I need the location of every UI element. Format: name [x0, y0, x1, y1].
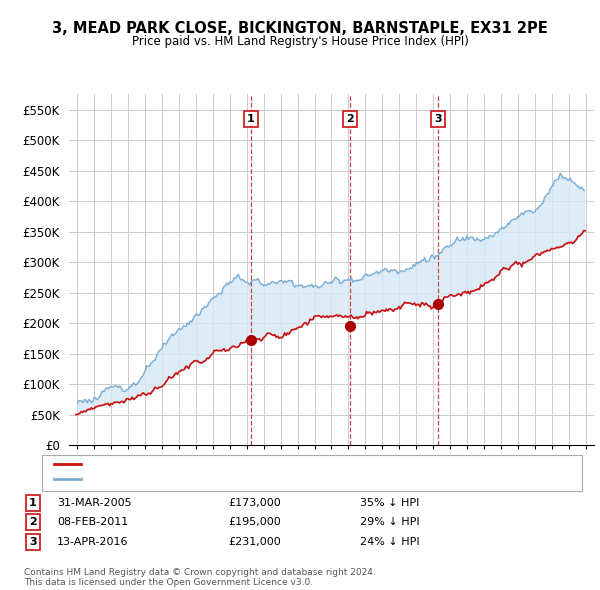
Text: £231,000: £231,000 [228, 537, 281, 546]
Text: 29% ↓ HPI: 29% ↓ HPI [360, 517, 419, 527]
Text: 24% ↓ HPI: 24% ↓ HPI [360, 537, 419, 546]
Text: 35% ↓ HPI: 35% ↓ HPI [360, 498, 419, 507]
Text: 08-FEB-2011: 08-FEB-2011 [57, 517, 128, 527]
Text: 1: 1 [247, 114, 255, 124]
Text: 3: 3 [434, 114, 442, 124]
Text: HPI: Average price, detached house, North Devon: HPI: Average price, detached house, Nort… [84, 474, 343, 484]
Text: 2: 2 [346, 114, 353, 124]
Text: 3, MEAD PARK CLOSE, BICKINGTON, BARNSTAPLE, EX31 2PE: 3, MEAD PARK CLOSE, BICKINGTON, BARNSTAP… [52, 21, 548, 35]
Text: Price paid vs. HM Land Registry's House Price Index (HPI): Price paid vs. HM Land Registry's House … [131, 35, 469, 48]
Text: 3, MEAD PARK CLOSE, BICKINGTON, BARNSTAPLE, EX31 2PE (detached house): 3, MEAD PARK CLOSE, BICKINGTON, BARNSTAP… [84, 459, 491, 468]
Text: 3: 3 [29, 537, 37, 546]
Text: 2: 2 [29, 517, 37, 527]
Text: Contains HM Land Registry data © Crown copyright and database right 2024.
This d: Contains HM Land Registry data © Crown c… [24, 568, 376, 587]
Text: 13-APR-2016: 13-APR-2016 [57, 537, 128, 546]
Text: £195,000: £195,000 [228, 517, 281, 527]
Text: 31-MAR-2005: 31-MAR-2005 [57, 498, 131, 507]
Text: £173,000: £173,000 [228, 498, 281, 507]
Text: 1: 1 [29, 498, 37, 507]
